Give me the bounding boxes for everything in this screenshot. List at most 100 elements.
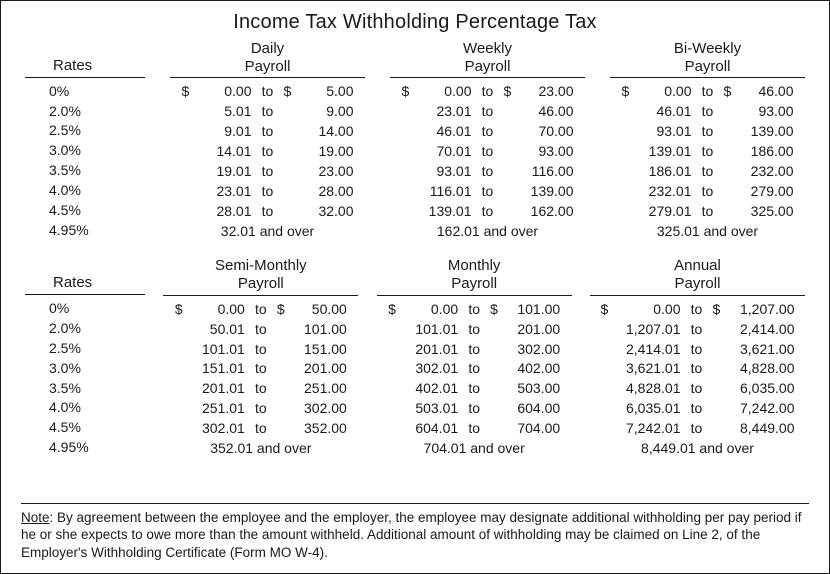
range-row: 9.01to14.00: [182, 122, 354, 142]
range-to: 46.00: [736, 82, 794, 102]
range-row: 201.01to302.00: [388, 340, 560, 360]
range-from: 402.01: [400, 379, 458, 399]
rates-header: Rates: [25, 40, 145, 78]
range-to-word: to: [245, 359, 277, 379]
range-from: 101.01: [187, 340, 245, 360]
range-to-word: to: [458, 320, 490, 340]
column-header: AnnualPayroll: [590, 257, 805, 295]
range-to: 7,242.00: [724, 399, 794, 419]
range-to-word: to: [692, 162, 724, 182]
range-from: 93.01: [414, 162, 472, 182]
range-to: 23.00: [296, 162, 354, 182]
dollar-sign: $: [277, 300, 289, 320]
range-to: 704.00: [502, 419, 560, 439]
range-from: 23.01: [414, 102, 472, 122]
range-row: 101.01to201.00: [388, 320, 560, 340]
range-to-word: to: [680, 340, 712, 360]
column-header-line2: Payroll: [451, 275, 497, 292]
range-row: 28.01to32.00: [182, 202, 354, 222]
payroll-column: DailyPayroll$0.00to$5.005.01to9.009.01to…: [170, 40, 365, 241]
range-over: 704.01 and over: [388, 439, 560, 459]
range-to-word: to: [680, 379, 712, 399]
range-from: 93.01: [634, 122, 692, 142]
range-to: 139.00: [736, 122, 794, 142]
range-to-word: to: [252, 162, 284, 182]
range-row: 201.01to251.00: [175, 379, 347, 399]
range-to-word: to: [692, 102, 724, 122]
range-from: 7,242.01: [612, 419, 680, 439]
rate-value: 4.0%: [25, 181, 145, 201]
range-row: 604.01to704.00: [388, 419, 560, 439]
dollar-sign: $: [724, 82, 736, 102]
range-row: $0.00to$5.00: [182, 82, 354, 102]
range-to-word: to: [472, 122, 504, 142]
column-header: MonthlyPayroll: [377, 257, 572, 295]
rate-value: 0%: [25, 299, 145, 319]
range-row: 93.01to139.00: [622, 122, 794, 142]
note-label: Note: [21, 510, 50, 525]
range-row: 116.01to139.00: [402, 182, 574, 202]
range-to: 186.00: [736, 142, 794, 162]
range-to: 5.00: [296, 82, 354, 102]
column-header-line2: Payroll: [245, 58, 291, 75]
range-row: 5.01to9.00: [182, 102, 354, 122]
range-from: 139.01: [634, 142, 692, 162]
range-to-word: to: [252, 122, 284, 142]
range-to: 19.00: [296, 142, 354, 162]
range-to: 302.00: [502, 340, 560, 360]
range-from: 6,035.01: [612, 399, 680, 419]
range-from: 0.00: [400, 300, 458, 320]
range-to-word: to: [252, 142, 284, 162]
column-header-line1: Weekly: [463, 40, 512, 57]
range-row: 93.01to116.00: [402, 162, 574, 182]
range-to: 8,449.00: [724, 419, 794, 439]
dollar-sign: $: [490, 300, 502, 320]
range-from: 19.01: [194, 162, 252, 182]
rate-value: 3.0%: [25, 141, 145, 161]
range-to-word: to: [692, 142, 724, 162]
range-row: 19.01to 23.00: [182, 162, 354, 182]
rate-value: 2.0%: [25, 102, 145, 122]
dollar-sign: $: [712, 300, 724, 320]
range-row: 23.01to28.00: [182, 182, 354, 202]
range-from: 201.01: [400, 340, 458, 360]
range-row: $0.00to$23.00: [402, 82, 574, 102]
range-to-word: to: [458, 300, 490, 320]
range-to: 14.00: [296, 122, 354, 142]
range-from: 151.01: [187, 359, 245, 379]
range-to-word: to: [252, 202, 284, 222]
range-from: 503.01: [400, 399, 458, 419]
range-to: 503.00: [502, 379, 560, 399]
range-to-word: to: [472, 102, 504, 122]
range-to-word: to: [245, 379, 277, 399]
payroll-column: Semi-MonthlyPayroll$0.00to$50.0050.01to1…: [163, 257, 358, 458]
rate-value: 2.5%: [25, 339, 145, 359]
rate-value: 4.5%: [25, 201, 145, 221]
page-title: Income Tax Withholding Percentage Tax: [25, 11, 805, 34]
range-to-word: to: [472, 82, 504, 102]
range-from: 28.01: [194, 202, 252, 222]
range-row: 151.01to201.00: [175, 359, 347, 379]
range-from: 139.01: [414, 202, 472, 222]
range-to: 201.00: [502, 320, 560, 340]
range-to: 23.00: [516, 82, 574, 102]
range-to-word: to: [472, 182, 504, 202]
range-to: 93.00: [516, 142, 574, 162]
range-over: 162.01 and over: [402, 222, 574, 242]
range-from: 251.01: [187, 399, 245, 419]
rates-column-top: Rates 0%2.0%2.5%3.0%3.5%4.0%4.5%4.95%: [25, 40, 145, 241]
range-from: 0.00: [194, 82, 252, 102]
range-row: 3,621.01to4,828.00: [600, 359, 794, 379]
range-from: 302.01: [400, 359, 458, 379]
range-from: 70.01: [414, 142, 472, 162]
range-from: 14.01: [194, 142, 252, 162]
range-over: 32.01 and over: [182, 222, 354, 242]
range-to: 151.00: [289, 340, 347, 360]
column-header-line1: Daily: [251, 40, 284, 57]
column-header: DailyPayroll: [170, 40, 365, 78]
dollar-sign: $: [388, 300, 400, 320]
range-to-word: to: [692, 202, 724, 222]
range-to: 162.00: [516, 202, 574, 222]
range-to-word: to: [458, 419, 490, 439]
range-from: 46.01: [414, 122, 472, 142]
